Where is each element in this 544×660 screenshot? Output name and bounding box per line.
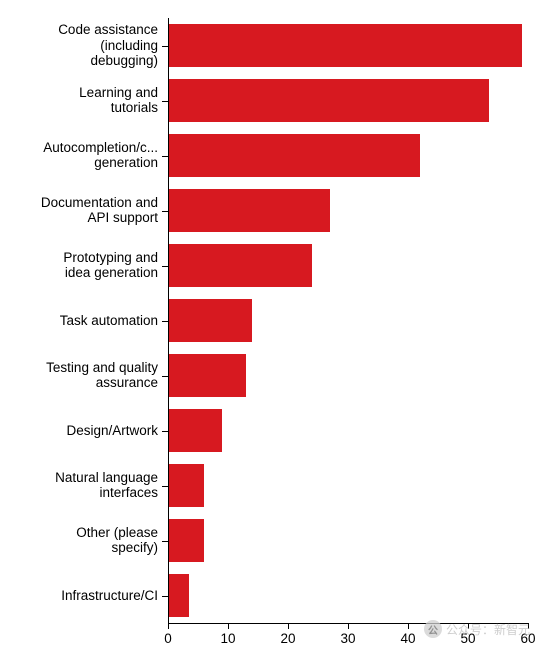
category-label-line: Code assistance xyxy=(0,22,158,38)
bar xyxy=(168,354,246,397)
x-tick-label: 30 xyxy=(340,631,355,646)
category-label-line: Design/Artwork xyxy=(0,423,158,439)
x-tick xyxy=(288,623,289,629)
category-label-line: Documentation and xyxy=(0,195,158,211)
category-label-line: Prototyping and xyxy=(0,250,158,266)
category-label: Learning andtutorials xyxy=(0,85,158,116)
y-tick xyxy=(162,376,168,377)
y-tick xyxy=(162,596,168,597)
y-tick xyxy=(162,266,168,267)
bar xyxy=(168,519,204,562)
category-label-line: API support xyxy=(0,210,158,226)
category-label: Task automation xyxy=(0,313,158,329)
y-tick xyxy=(162,101,168,102)
y-tick xyxy=(162,321,168,322)
plot-area: Code assistance(includingdebugging)Learn… xyxy=(168,18,528,623)
x-tick-label: 60 xyxy=(520,631,535,646)
y-tick xyxy=(162,156,168,157)
category-label-line: Natural language xyxy=(0,470,158,486)
category-label-line: Learning and xyxy=(0,85,158,101)
y-tick xyxy=(162,431,168,432)
y-tick xyxy=(162,486,168,487)
x-tick xyxy=(228,623,229,629)
category-label-line: Testing and quality xyxy=(0,360,158,376)
category-label: Infrastructure/CI xyxy=(0,588,158,604)
category-label: Testing and qualityassurance xyxy=(0,360,158,391)
bar xyxy=(168,299,252,342)
x-tick-label: 40 xyxy=(400,631,415,646)
category-label-line: generation xyxy=(0,155,158,171)
bar xyxy=(168,574,189,617)
x-tick xyxy=(168,623,169,629)
y-axis xyxy=(168,18,169,623)
x-tick xyxy=(468,623,469,629)
bar xyxy=(168,464,204,507)
category-label-line: assurance xyxy=(0,375,158,391)
x-tick-label: 10 xyxy=(220,631,235,646)
category-label: Other (pleasespecify) xyxy=(0,525,158,556)
category-label: Natural languageinterfaces xyxy=(0,470,158,501)
category-label-line: (including xyxy=(0,38,158,54)
x-tick xyxy=(528,623,529,629)
category-label-line: tutorials xyxy=(0,100,158,116)
category-label-line: Task automation xyxy=(0,313,158,329)
category-label-line: debugging) xyxy=(0,53,158,69)
category-label-line: Infrastructure/CI xyxy=(0,588,158,604)
x-tick-label: 0 xyxy=(164,631,172,646)
bar xyxy=(168,189,330,232)
category-label: Design/Artwork xyxy=(0,423,158,439)
category-label: Prototyping andidea generation xyxy=(0,250,158,281)
y-tick xyxy=(162,211,168,212)
bar xyxy=(168,134,420,177)
y-tick xyxy=(162,541,168,542)
category-label-line: idea generation xyxy=(0,265,158,281)
x-tick-label: 20 xyxy=(280,631,295,646)
bar xyxy=(168,409,222,452)
bar xyxy=(168,24,522,67)
category-label-line: interfaces xyxy=(0,485,158,501)
horizontal-bar-chart: Code assistance(includingdebugging) Learn… xyxy=(0,0,544,660)
bar xyxy=(168,79,489,122)
category-label-line: Other (please xyxy=(0,525,158,541)
category-label: Documentation andAPI support xyxy=(0,195,158,226)
category-label: Autocompletion/c...generation xyxy=(0,140,158,171)
x-tick xyxy=(348,623,349,629)
x-tick xyxy=(408,623,409,629)
category-label: Code assistance(includingdebugging) xyxy=(0,22,158,69)
bar xyxy=(168,244,312,287)
y-tick xyxy=(162,46,168,47)
category-label-line: Autocompletion/c... xyxy=(0,140,158,156)
category-label-line: specify) xyxy=(0,540,158,556)
x-tick-label: 50 xyxy=(460,631,475,646)
